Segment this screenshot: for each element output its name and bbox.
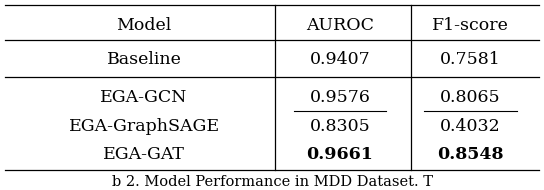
Text: 0.8065: 0.8065 [440,89,501,106]
Text: AUROC: AUROC [306,17,374,34]
Text: F1-score: F1-score [432,17,509,34]
Text: EGA-GAT: EGA-GAT [103,146,185,163]
Text: EGA-GCN: EGA-GCN [101,89,188,106]
Text: 0.9576: 0.9576 [310,89,370,106]
Text: 0.7581: 0.7581 [440,51,501,68]
Text: 0.9407: 0.9407 [310,51,370,68]
Text: EGA-GraphSAGE: EGA-GraphSAGE [69,118,220,135]
Text: b 2. Model Performance in MDD Dataset. T: b 2. Model Performance in MDD Dataset. T [112,175,432,189]
Text: 0.8548: 0.8548 [437,146,504,163]
Text: Baseline: Baseline [107,51,182,68]
Text: 0.8305: 0.8305 [310,118,370,135]
Text: 0.9661: 0.9661 [307,146,373,163]
Text: 0.4032: 0.4032 [440,118,501,135]
Text: Model: Model [116,17,172,34]
